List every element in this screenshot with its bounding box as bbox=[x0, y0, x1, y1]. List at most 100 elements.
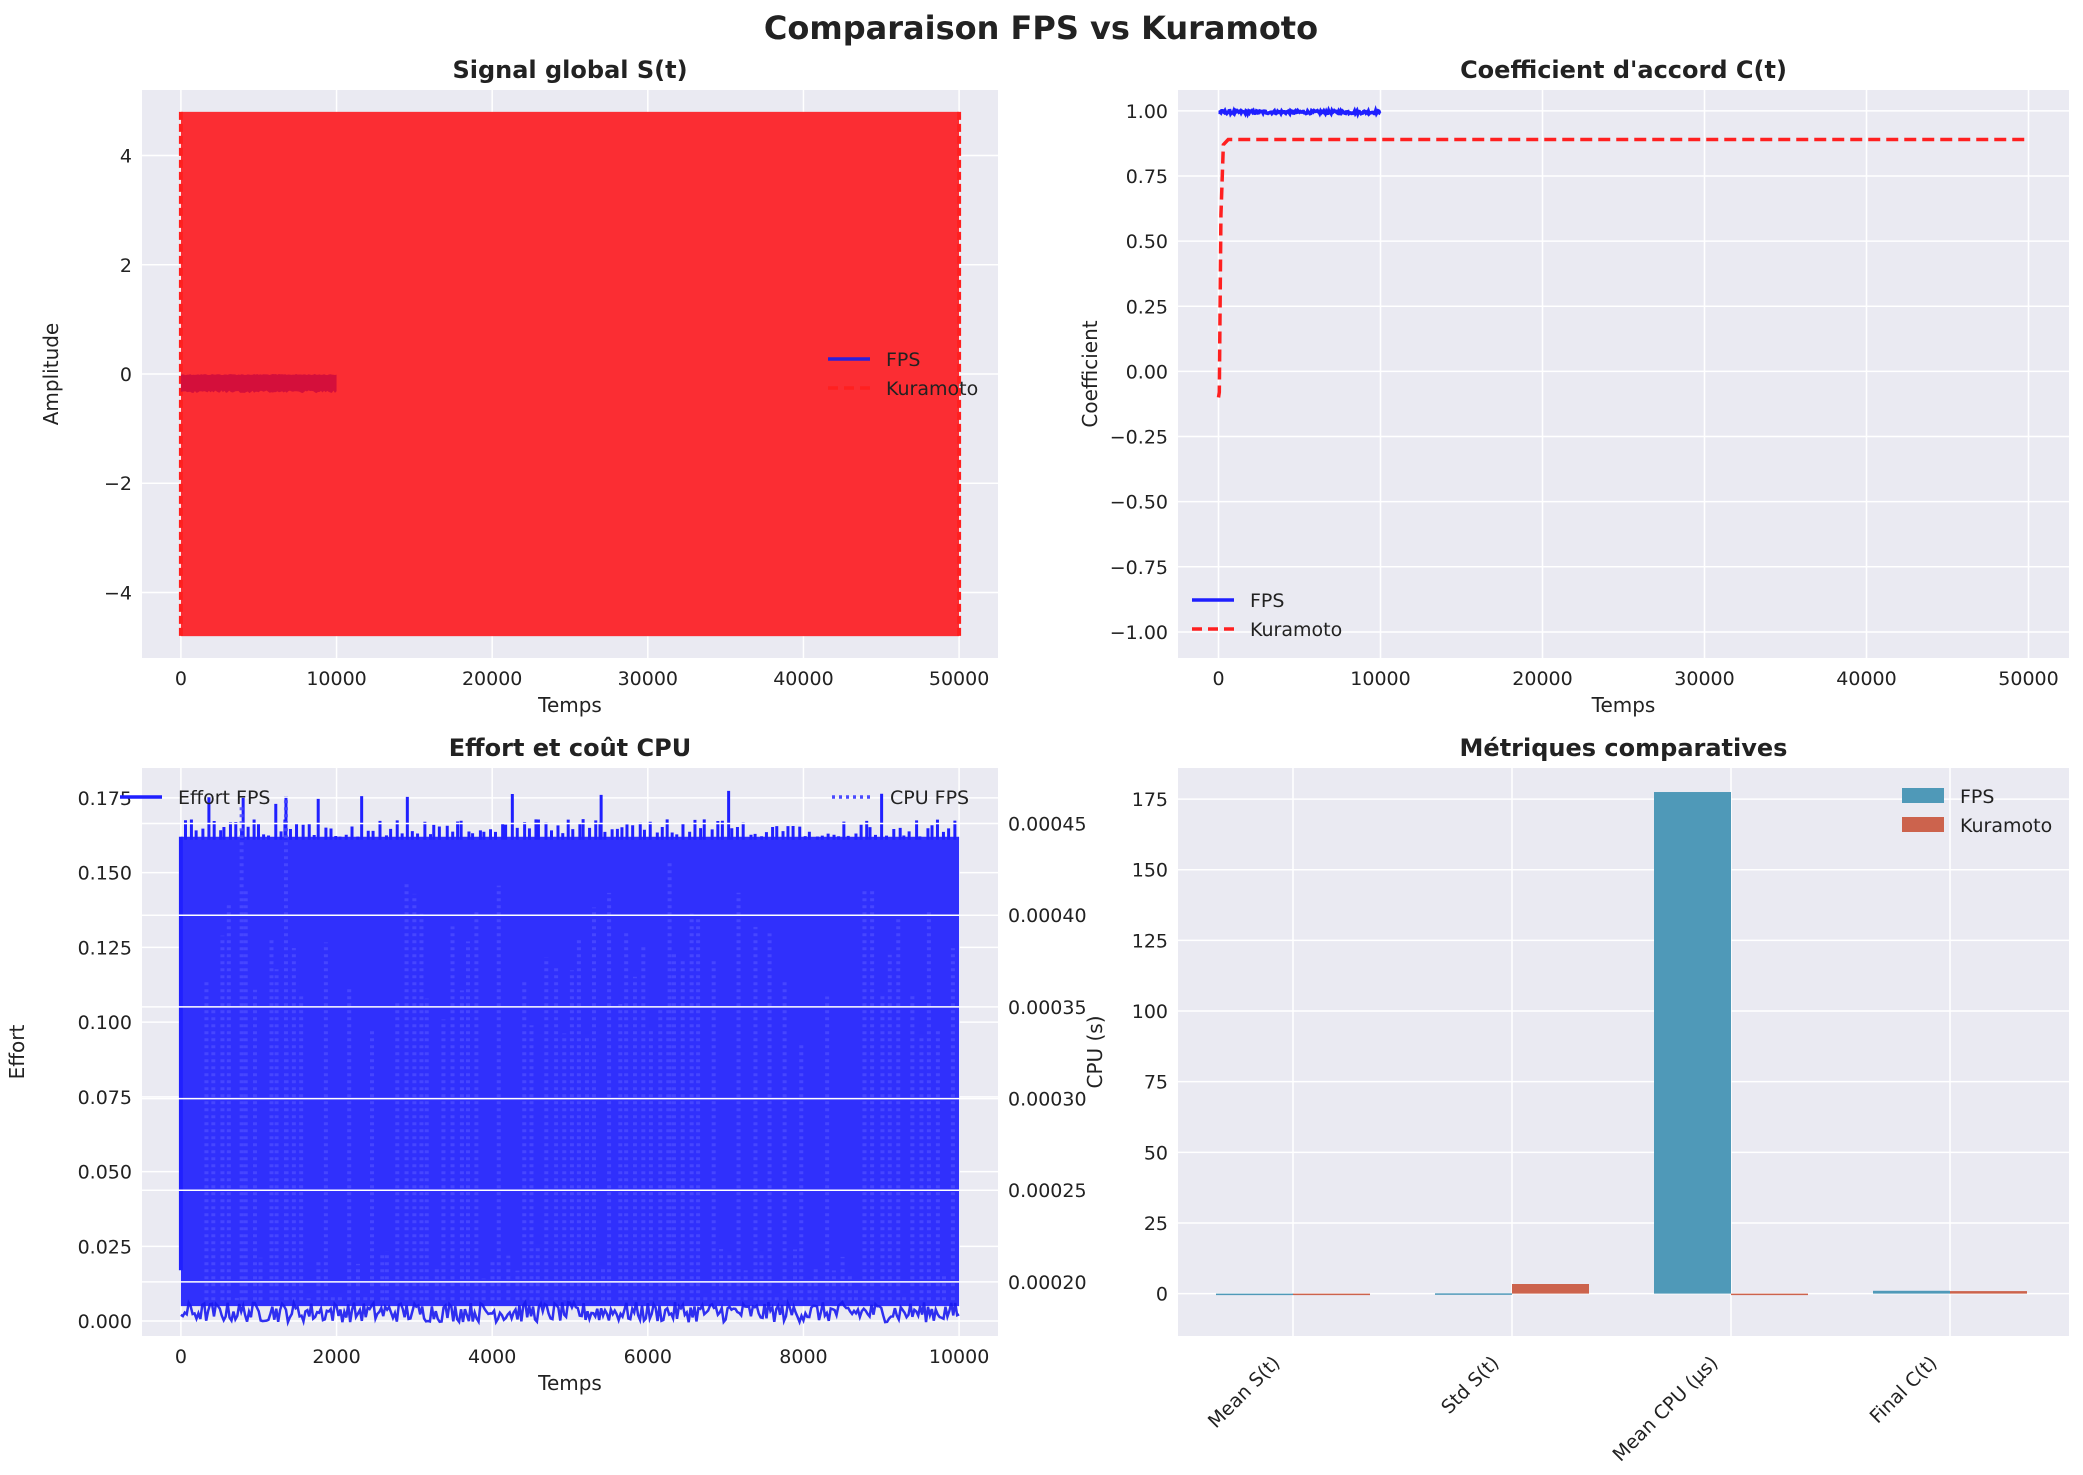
y-tick-label: 0.175 bbox=[78, 788, 132, 810]
bar-kuramoto bbox=[1731, 1293, 1808, 1296]
x-tick-label: 50000 bbox=[929, 668, 989, 690]
figure-title: Comparaison FPS vs Kuramoto bbox=[764, 9, 1318, 47]
y-tick-label: 0.00 bbox=[1126, 361, 1168, 383]
y2-tick-label: 0.00035 bbox=[1008, 997, 1087, 1019]
bar-fps bbox=[1216, 1293, 1293, 1296]
legend-cpu-label: CPU FPS bbox=[890, 787, 969, 809]
y-tick-label: 0 bbox=[1156, 1284, 1168, 1306]
x-tick-label: 0 bbox=[175, 1346, 187, 1368]
legend: FPS Kuramoto bbox=[828, 349, 978, 400]
y-tick-label: 0.000 bbox=[78, 1311, 132, 1333]
x-tick-label: 20000 bbox=[462, 668, 522, 690]
y2-tick-label: 0.00025 bbox=[1008, 1180, 1087, 1202]
panel-effort-cpu: Effort et coût CPU 0 2000 4000 6000 8000 10000… bbox=[5, 734, 1107, 1395]
x-tick-label: 50000 bbox=[1998, 668, 2058, 690]
y-tick-label: 2 bbox=[120, 255, 132, 277]
legend: Effort FPS CPU FPS bbox=[120, 787, 969, 809]
x-axis-label: Temps bbox=[1591, 693, 1656, 717]
series-effort-peaks bbox=[184, 790, 957, 840]
panel-metriques-comparatives: Métriques comparatives 0 25 50 75 100 125 150 17… bbox=[1132, 734, 2069, 1466]
legend-kuramoto-swatch bbox=[1902, 817, 1944, 832]
x-tick-label: 40000 bbox=[773, 668, 833, 690]
y-tick-label: 25 bbox=[1144, 1213, 1168, 1235]
y-tick-label: −0.50 bbox=[1110, 492, 1168, 514]
y-tick-label: 0.100 bbox=[78, 1012, 132, 1034]
x-axis-label: Temps bbox=[537, 1371, 602, 1395]
y-tick-label: 100 bbox=[1132, 1001, 1168, 1023]
bar-fps bbox=[1435, 1293, 1512, 1295]
x-tick-label: Mean S(t) bbox=[1204, 1352, 1285, 1433]
y-tick-label: 175 bbox=[1132, 789, 1168, 811]
legend-fps-label: FPS bbox=[1960, 786, 1994, 808]
x-tick-label: 20000 bbox=[1512, 668, 1572, 690]
legend: FPS Kuramoto bbox=[1192, 590, 1342, 641]
y-tick-label: 0.25 bbox=[1126, 296, 1168, 318]
plot-area bbox=[1178, 90, 2069, 658]
x-tick-label: 0 bbox=[1212, 668, 1224, 690]
y-tick-label: 0 bbox=[120, 364, 132, 386]
y-tick-label: 1.00 bbox=[1126, 101, 1168, 123]
series-cpu-baseline bbox=[180, 1298, 960, 1327]
y-tick-label: −1.00 bbox=[1110, 622, 1168, 644]
y-tick-label: 150 bbox=[1132, 860, 1168, 882]
y-tick-label: 0.150 bbox=[78, 863, 132, 885]
legend-kuramoto-label: Kuramoto bbox=[1250, 619, 1342, 641]
y2-tick-label: 0.00040 bbox=[1008, 905, 1087, 927]
legend-kuramoto-label: Kuramoto bbox=[886, 378, 978, 400]
bar-fps bbox=[1873, 1290, 1950, 1294]
bar-kuramoto bbox=[1950, 1291, 2027, 1294]
bar-kuramoto bbox=[1512, 1284, 1589, 1294]
x-tick-label: 30000 bbox=[618, 668, 678, 690]
y2-tick-label: 0.00045 bbox=[1008, 814, 1087, 836]
y-tick-label: 0.075 bbox=[78, 1087, 132, 1109]
panel-coefficient-accord: Coefficient d'accord C(t) 0 10000 20000 3000… bbox=[1078, 56, 2069, 717]
x-tick-label: 10000 bbox=[306, 668, 366, 690]
y-tick-label: −0.25 bbox=[1110, 427, 1168, 449]
x-tick-label: 6000 bbox=[624, 1346, 672, 1368]
x-tick-label: Mean CPU (μs) bbox=[1608, 1352, 1722, 1466]
x-tick-label: 0 bbox=[175, 668, 187, 690]
x-tick-label: 8000 bbox=[779, 1346, 827, 1368]
panel-title: Coefficient d'accord C(t) bbox=[1460, 56, 1787, 84]
series-fps-band bbox=[180, 374, 337, 394]
bar-kuramoto bbox=[1293, 1293, 1370, 1296]
panel-signal-global: Signal global S(t) 0 10000 20000 30000 40000 5… bbox=[39, 56, 998, 717]
legend-effort-label: Effort FPS bbox=[178, 787, 270, 809]
x-tick-label: 30000 bbox=[1674, 668, 1734, 690]
y-tick-label: 0.050 bbox=[78, 1162, 132, 1184]
series-fps-line bbox=[1218, 104, 1382, 119]
y-tick-label: 0.75 bbox=[1126, 166, 1168, 188]
y-axis-label: Coefficient bbox=[1078, 320, 1102, 427]
x-tick-label: 10000 bbox=[929, 1346, 989, 1368]
y-tick-label: 125 bbox=[1132, 930, 1168, 952]
legend-kuramoto-label: Kuramoto bbox=[1960, 815, 2052, 837]
legend: FPS Kuramoto bbox=[1902, 786, 2052, 837]
legend-fps-label: FPS bbox=[1250, 590, 1284, 612]
y-tick-label: 0.025 bbox=[78, 1236, 132, 1258]
y2-tick-label: 0.00030 bbox=[1008, 1089, 1087, 1111]
y-axis-label: Amplitude bbox=[39, 323, 63, 426]
bar-fps bbox=[1654, 792, 1731, 1294]
x-axis-label: Temps bbox=[537, 693, 602, 717]
plot-area bbox=[1178, 768, 2069, 1336]
y2-tick-label: 0.00020 bbox=[1008, 1272, 1087, 1294]
x-tick-label: 10000 bbox=[1350, 668, 1410, 690]
y-tick-label: −4 bbox=[104, 582, 132, 604]
x-tick-label: Std S(t) bbox=[1437, 1352, 1503, 1418]
legend-fps-label: FPS bbox=[886, 349, 920, 371]
y-tick-label: 0.50 bbox=[1126, 231, 1168, 253]
y-tick-label: −0.75 bbox=[1110, 557, 1168, 579]
x-tick-label: Final C(t) bbox=[1866, 1352, 1942, 1428]
panel-title: Effort et coût CPU bbox=[449, 734, 691, 762]
y-axis-label: Effort bbox=[5, 1024, 29, 1079]
x-tick-label: 2000 bbox=[312, 1346, 360, 1368]
series-cpu-spikes bbox=[204, 796, 955, 1301]
y-tick-label: 75 bbox=[1144, 1072, 1168, 1094]
y-tick-label: 0.125 bbox=[78, 937, 132, 959]
y2-axis-label: CPU (s) bbox=[1083, 1015, 1107, 1088]
panel-title: Métriques comparatives bbox=[1460, 734, 1788, 762]
series-kuramoto-band bbox=[180, 111, 960, 637]
y-tick-label: 4 bbox=[120, 146, 132, 168]
legend-fps-swatch bbox=[1902, 788, 1944, 803]
